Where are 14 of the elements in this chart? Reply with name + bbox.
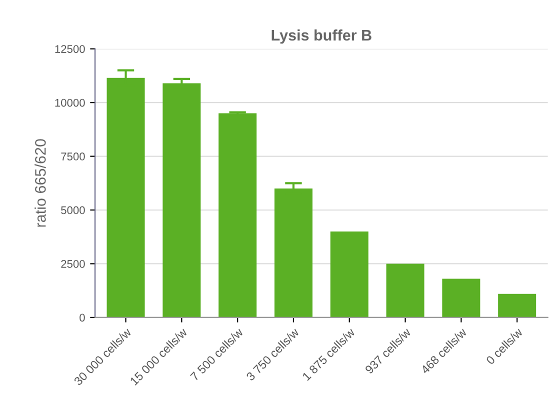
- bar: [498, 294, 536, 318]
- bar: [442, 278, 480, 318]
- y-tick-label: 5000: [61, 206, 85, 214]
- chart-title: Lysis buffer B: [272, 29, 372, 44]
- bar: [218, 113, 257, 318]
- y-tick-label: 2500: [61, 260, 85, 268]
- y-tick-label: 10000: [55, 98, 85, 107]
- y-tick-label: 12500: [55, 45, 85, 53]
- bar: [162, 83, 201, 318]
- y-tick-label: 0: [80, 314, 85, 322]
- bar: [330, 232, 368, 318]
- bar: [386, 264, 424, 318]
- y-tick-label: 7500: [61, 152, 85, 160]
- y-axis-title: ratio 665/620: [34, 139, 46, 227]
